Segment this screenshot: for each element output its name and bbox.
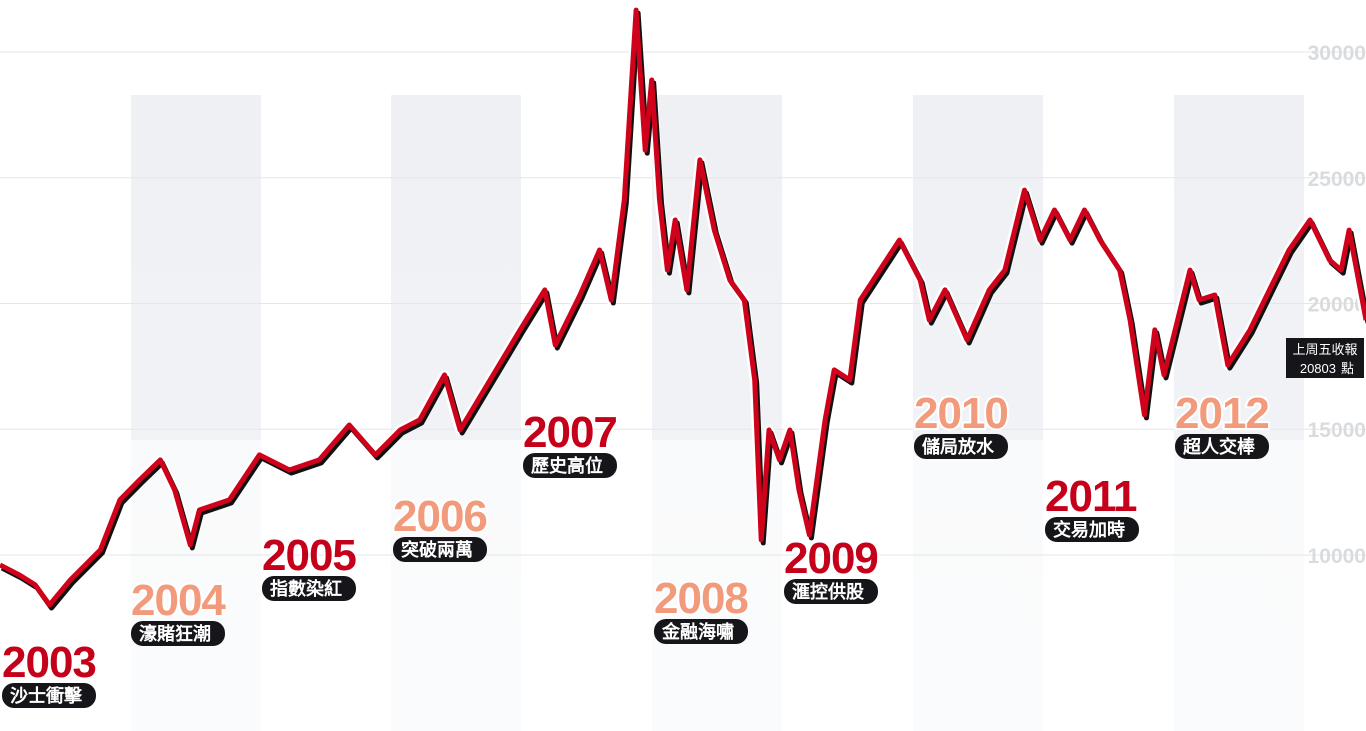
year-label: 2011 (1045, 472, 1137, 521)
caption: 濠賭狂潮 (131, 621, 225, 646)
caption: 滙控供股 (784, 579, 878, 604)
caption-pill (914, 434, 1008, 459)
caption-pill (1045, 517, 1139, 542)
caption-text: 儲局放水 (922, 436, 995, 457)
caption: 沙士衝擊 (2, 683, 96, 708)
caption: 超人交棒 (1175, 434, 1269, 459)
year-label: 2004 (131, 576, 226, 625)
line (0, 7, 1366, 608)
caption: 指數染紅 (262, 576, 356, 601)
caption-pill (523, 453, 617, 478)
caption-text: 交易加時 (1053, 519, 1125, 540)
y-tick-label: 15000 (1308, 419, 1366, 442)
caption-text: 金融海嘯 (661, 621, 734, 642)
lower-fade (0, 440, 1366, 731)
caption: 儲局放水 (914, 434, 1008, 459)
year-label: 2008 (654, 574, 748, 623)
y-tick-label: 25000 (1308, 168, 1366, 191)
caption-pill (2, 683, 96, 708)
caption-text: 超人交棒 (1183, 436, 1256, 457)
caption-pill (262, 576, 356, 601)
plot (0, 5, 1366, 611)
close-unit: 點 (1341, 361, 1354, 376)
caption: 突破兩萬 (393, 537, 487, 562)
y-tick-label: 30000 (1308, 42, 1366, 65)
y-tick-label: 20000 (1308, 294, 1366, 317)
caption-text: 指數染紅 (270, 578, 342, 599)
caption-text: 沙士衝擊 (10, 685, 83, 706)
caption-text: 濠賭狂潮 (139, 623, 211, 644)
year-label: 2009 (784, 534, 878, 583)
year-label: 2007 (523, 408, 617, 457)
caption: 交易加時 (1045, 517, 1139, 542)
caption-text: 滙控供股 (792, 581, 865, 602)
caption-pill (1175, 434, 1269, 459)
caption-text: 突破兩萬 (401, 539, 473, 560)
close-prefix: 上周五收報 (1292, 342, 1357, 357)
year-label: 2010 (914, 389, 1008, 438)
caption: 金融海嘯 (654, 619, 748, 644)
caption-pill (784, 579, 878, 604)
year-label: 2003 (2, 638, 96, 687)
year-label: 2005 (262, 531, 356, 580)
last-close: 上周五收報 20803 點 (1286, 338, 1364, 378)
close-box (1286, 338, 1364, 378)
year-label: 2006 (393, 492, 487, 541)
caption-pill (654, 619, 748, 644)
y-tick-label: 10000 (1308, 545, 1366, 568)
caption-pill (393, 537, 487, 562)
year-label: 2012 (1175, 389, 1269, 438)
caption-pill (131, 621, 225, 646)
close-value: 20803 (1300, 361, 1336, 376)
caption: 歷史高位 (523, 453, 617, 478)
grid: 10000 15000 20000 25000 30000 (0, 42, 1366, 568)
caption-text: 歷史高位 (531, 455, 603, 476)
